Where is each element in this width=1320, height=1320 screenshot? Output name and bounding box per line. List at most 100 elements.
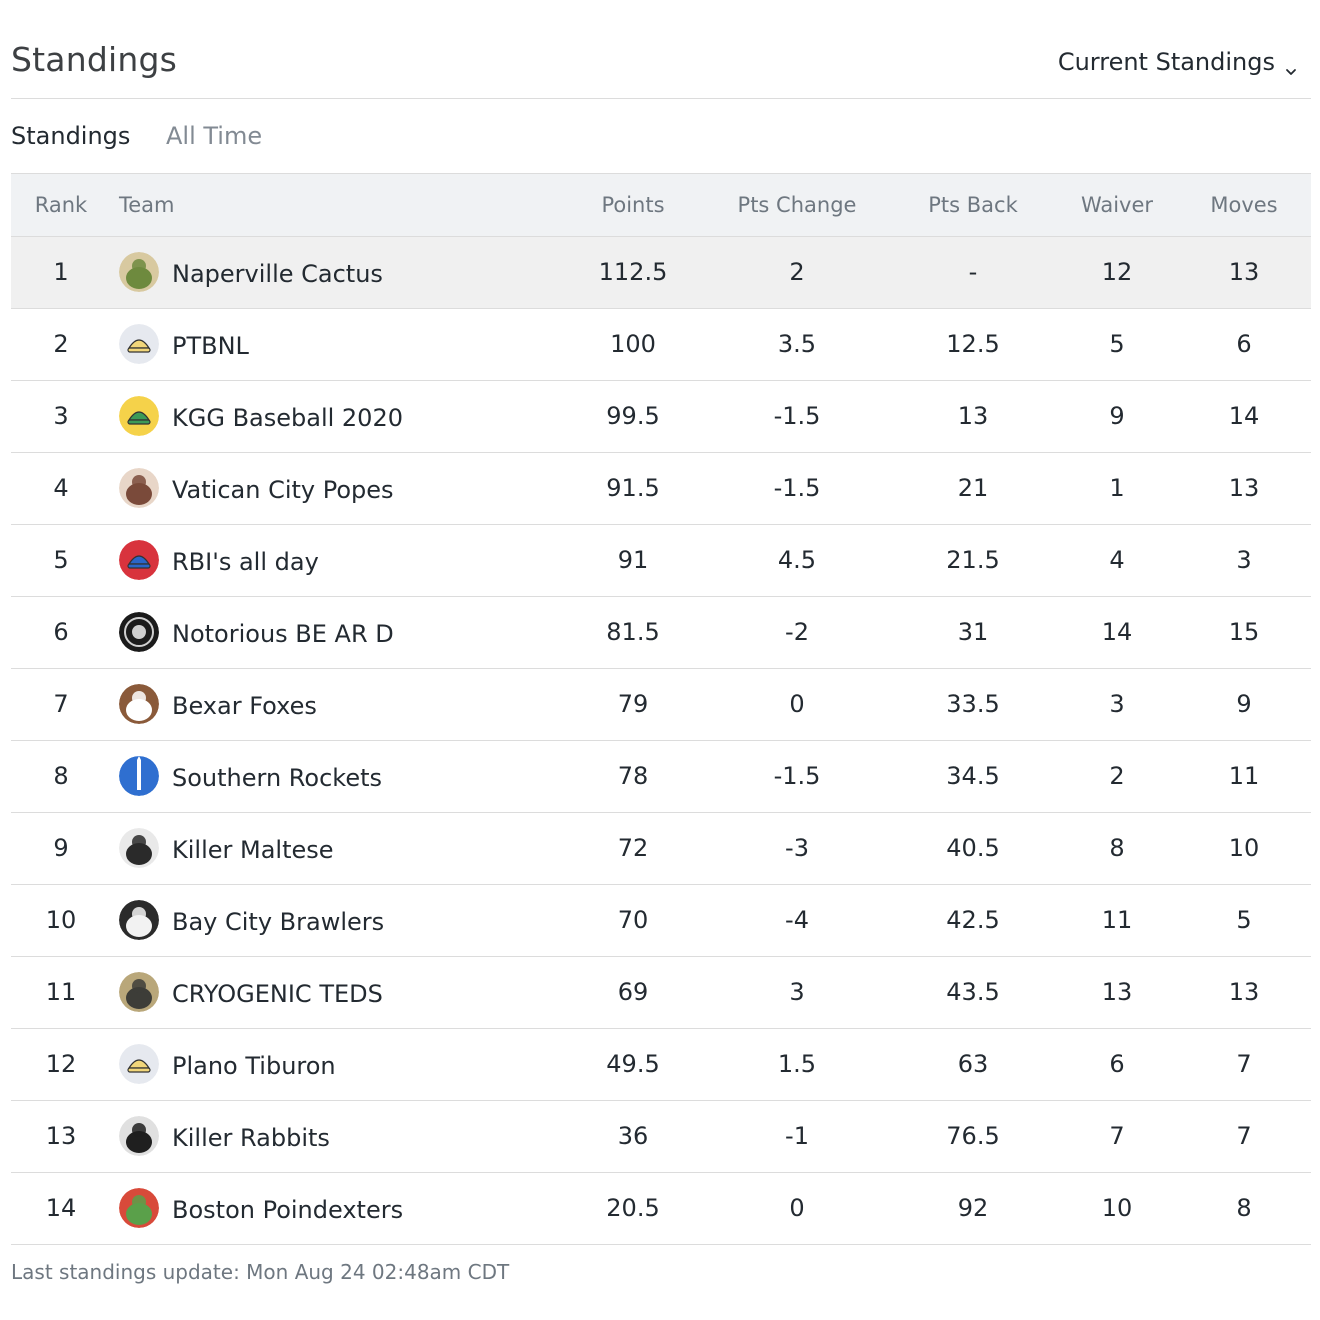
column-header-pts-change[interactable]: Pts Change — [705, 174, 889, 237]
team-link[interactable]: Boston Poindexters — [111, 1188, 561, 1228]
table-row: 10 Bay City Brawlers 70 -4 42.5 11 5 — [11, 884, 1311, 957]
points-cell: 99.5 — [561, 380, 705, 453]
team-cell: Boston Poindexters — [111, 1172, 561, 1245]
waiver-cell: 7 — [1057, 1100, 1177, 1173]
rank-cell: 3 — [11, 380, 111, 453]
team-cell: PTBNL — [111, 308, 561, 381]
dog-avatar-icon — [119, 828, 159, 868]
points-cell: 91.5 — [561, 452, 705, 525]
cap-avatar-icon — [119, 324, 159, 364]
waiver-cell: 11 — [1057, 884, 1177, 957]
team-link[interactable]: Killer Maltese — [111, 828, 561, 868]
team-cell: Bexar Foxes — [111, 668, 561, 741]
table-row: 2 PTBNL 100 3.5 12.5 5 6 — [11, 308, 1311, 381]
team-cell: Killer Maltese — [111, 812, 561, 885]
team-link[interactable]: PTBNL — [111, 324, 561, 364]
team-link[interactable]: Notorious BE AR D — [111, 612, 561, 652]
team-cell: Southern Rockets — [111, 740, 561, 813]
rank-cell: 10 — [11, 884, 111, 957]
pts-change-cell: 2 — [705, 236, 889, 309]
team-link[interactable]: CRYOGENIC TEDS — [111, 972, 561, 1012]
column-header-pts-back[interactable]: Pts Back — [889, 174, 1057, 237]
team-link[interactable]: Bay City Brawlers — [111, 900, 561, 940]
pts-change-cell: -3 — [705, 812, 889, 885]
team-cell: Vatican City Popes — [111, 452, 561, 525]
photo-avatar-icon — [119, 468, 159, 508]
moves-cell: 14 — [1177, 380, 1311, 453]
pts-back-cell: 12.5 — [889, 308, 1057, 381]
team-name: Killer Maltese — [172, 836, 334, 864]
table-row: 1 Naperville Cactus 112.5 2-12 13 — [11, 236, 1311, 309]
pts-change-cell: 1.5 — [705, 1028, 889, 1101]
table-header-row: Rank Team Points Pts Change Pts Back Wai… — [11, 174, 1311, 237]
table-row: 5 RBI's all day 91 4.5 21.5 4 3 — [11, 524, 1311, 597]
pts-back-cell: - — [889, 236, 1057, 309]
badge-avatar-icon — [119, 612, 159, 652]
pts-change-cell: -1.5 — [705, 452, 889, 525]
team-link[interactable]: RBI's all day — [111, 540, 561, 580]
column-header-team[interactable]: Team — [111, 174, 561, 237]
team-name: Boston Poindexters — [172, 1196, 404, 1224]
team-link[interactable]: Naperville Cactus — [111, 252, 561, 292]
team-link[interactable]: Killer Rabbits — [111, 1116, 561, 1156]
column-header-moves[interactable]: Moves — [1177, 174, 1311, 237]
team-link[interactable]: Vatican City Popes — [111, 468, 561, 508]
points-cell: 72 — [561, 812, 705, 885]
team-link[interactable]: KGG Baseball 2020 — [111, 396, 561, 436]
team-name: Naperville Cactus — [172, 260, 383, 288]
waiver-cell: 5 — [1057, 308, 1177, 381]
column-header-points[interactable]: Points — [561, 174, 705, 237]
photo-avatar-icon — [119, 684, 159, 724]
photo-avatar-icon — [119, 972, 159, 1012]
column-header-rank[interactable]: Rank — [11, 174, 111, 237]
standings-table: Rank Team Points Pts Change Pts Back Wai… — [11, 174, 1311, 1245]
waiver-cell: 2 — [1057, 740, 1177, 813]
team-name: PTBNL — [172, 332, 249, 360]
column-header-waiver[interactable]: Waiver — [1057, 174, 1177, 237]
cap-avatar-icon — [119, 540, 159, 580]
pts-back-cell: 92 — [889, 1172, 1057, 1245]
team-name: Notorious BE AR D — [172, 620, 394, 648]
team-cell: Naperville Cactus — [111, 236, 561, 309]
moves-cell: 8 — [1177, 1172, 1311, 1245]
pts-change-cell: 0 — [705, 1172, 889, 1245]
waiver-cell: 14 — [1057, 596, 1177, 669]
team-link[interactable]: Plano Tiburon — [111, 1044, 561, 1084]
team-name: Plano Tiburon — [172, 1052, 336, 1080]
rocket-avatar-icon — [119, 756, 159, 796]
rank-cell: 12 — [11, 1028, 111, 1101]
pts-change-cell: 4.5 — [705, 524, 889, 597]
dog-avatar-icon — [119, 900, 159, 940]
team-name: Vatican City Popes — [172, 476, 394, 504]
tab-all-time[interactable]: All Time — [166, 122, 263, 150]
pts-back-cell: 21.5 — [889, 524, 1057, 597]
pts-change-cell: -2 — [705, 596, 889, 669]
page-title: Standings — [11, 40, 177, 79]
rank-cell: 13 — [11, 1100, 111, 1173]
team-link[interactable]: Bexar Foxes — [111, 684, 561, 724]
points-cell: 81.5 — [561, 596, 705, 669]
rank-cell: 8 — [11, 740, 111, 813]
tab-standings[interactable]: Standings — [11, 122, 131, 150]
team-name: Bay City Brawlers — [172, 908, 385, 936]
last-update-note: Last standings update: Mon Aug 24 02:48a… — [11, 1259, 510, 1284]
pts-back-cell: 21 — [889, 452, 1057, 525]
team-name: Southern Rockets — [172, 764, 382, 792]
chevron-down-icon — [1285, 56, 1297, 75]
points-cell: 91 — [561, 524, 705, 597]
pts-change-cell: -1.5 — [705, 740, 889, 813]
moves-cell: 7 — [1177, 1100, 1311, 1173]
waiver-cell: 13 — [1057, 956, 1177, 1029]
rank-cell: 11 — [11, 956, 111, 1029]
team-name: RBI's all day — [172, 548, 319, 576]
moves-cell: 5 — [1177, 884, 1311, 957]
rank-cell: 2 — [11, 308, 111, 381]
standings-view-dropdown[interactable]: Current Standings — [1058, 48, 1297, 76]
team-cell: Bay City Brawlers — [111, 884, 561, 957]
table-row: 7 Bexar Foxes 79 0 33.5 3 9 — [11, 668, 1311, 741]
team-name: Bexar Foxes — [172, 692, 317, 720]
table-row: 4 Vatican City Popes 91.5 -1.5 21 1 13 — [11, 452, 1311, 525]
team-link[interactable]: Southern Rockets — [111, 756, 561, 796]
table-row: 14 Boston Poindexters 20.5 0 92 10 8 — [11, 1172, 1311, 1245]
points-cell: 36 — [561, 1100, 705, 1173]
